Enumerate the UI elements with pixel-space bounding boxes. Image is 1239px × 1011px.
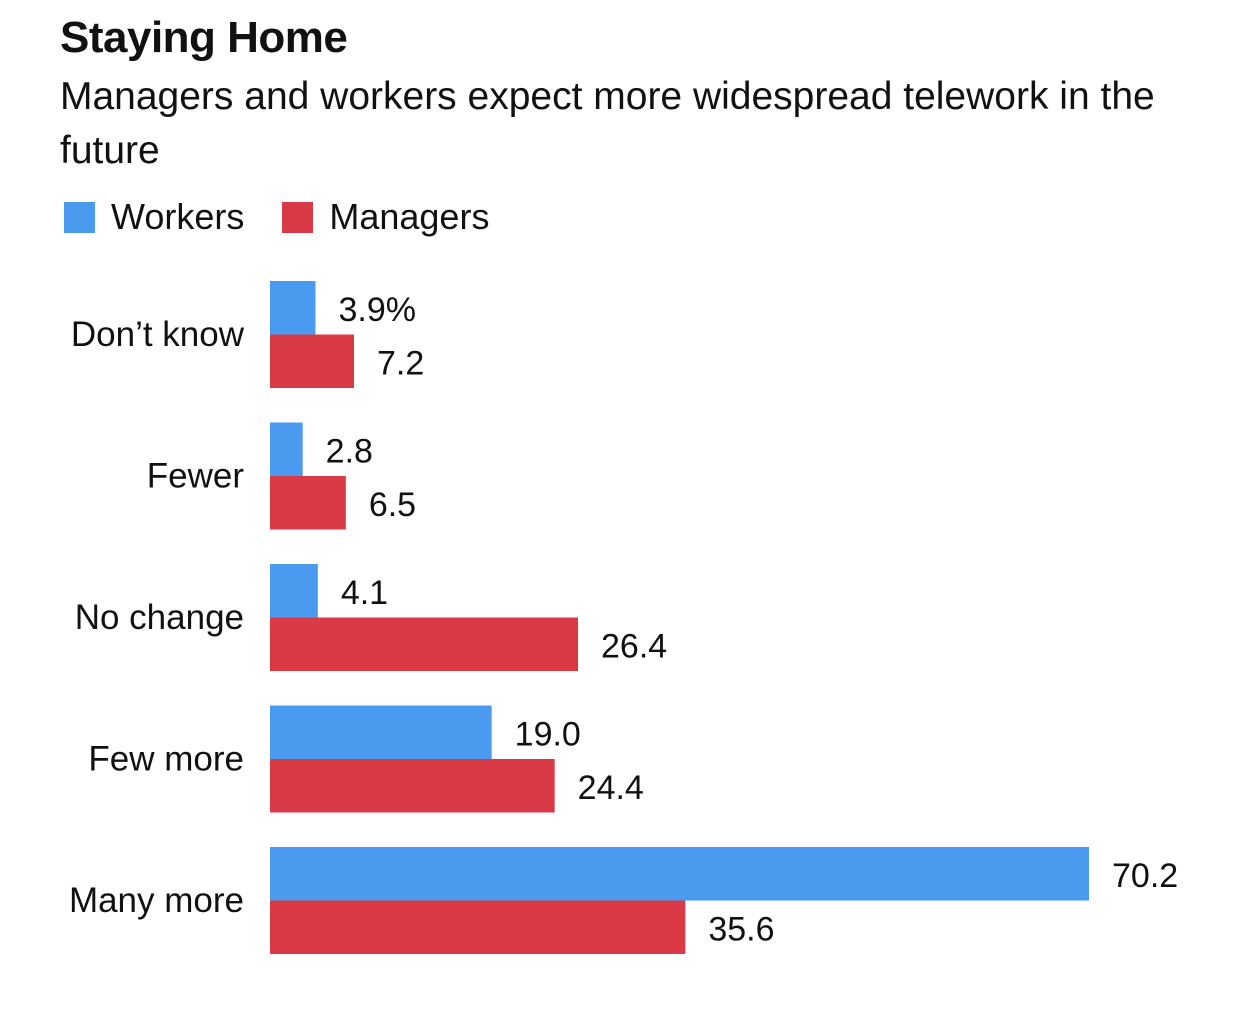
value-label-managers-no-change: 26.4 bbox=[601, 627, 667, 665]
category-label-no-change: No change bbox=[75, 598, 244, 637]
bar-managers-fewer bbox=[270, 476, 346, 530]
bar-workers-fewer bbox=[270, 422, 303, 476]
bar-workers-few-more bbox=[270, 705, 492, 759]
bar-workers-many-more bbox=[270, 847, 1089, 901]
value-label-workers-many-more: 70.2 bbox=[1112, 857, 1178, 895]
bar-workers-don-t-know bbox=[270, 281, 316, 335]
legend-item-workers: Workers bbox=[64, 196, 244, 238]
legend-label-workers: Workers bbox=[111, 196, 245, 237]
value-label-workers-few-more: 19.0 bbox=[515, 715, 581, 753]
legend: Workers Managers bbox=[64, 196, 527, 238]
bar-workers-no-change bbox=[270, 564, 318, 618]
category-label-don-t-know: Don’t know bbox=[71, 315, 245, 354]
value-label-workers-fewer: 2.8 bbox=[326, 432, 373, 470]
chart-subtitle: Managers and workers expect more widespr… bbox=[60, 75, 1155, 172]
value-label-managers-few-more: 24.4 bbox=[578, 769, 644, 807]
value-label-managers-fewer: 6.5 bbox=[369, 486, 416, 524]
category-label-few-more: Few more bbox=[88, 740, 244, 779]
bar-managers-many-more bbox=[270, 900, 686, 954]
bar-managers-few-more bbox=[270, 759, 555, 813]
legend-item-managers: Managers bbox=[282, 196, 489, 238]
value-label-managers-many-more: 35.6 bbox=[708, 910, 774, 948]
bar-managers-don-t-know bbox=[270, 334, 354, 388]
legend-swatch-managers bbox=[282, 201, 314, 233]
category-label-fewer: Fewer bbox=[147, 457, 245, 496]
bar-managers-no-change bbox=[270, 617, 578, 671]
value-label-workers-no-change: 4.1 bbox=[341, 574, 388, 612]
category-label-many-more: Many more bbox=[69, 881, 244, 920]
value-label-managers-don-t-know: 7.2 bbox=[377, 344, 424, 382]
legend-label-managers: Managers bbox=[329, 196, 490, 237]
value-label-workers-don-t-know: 3.9% bbox=[339, 291, 417, 329]
chart-title: Staying Home bbox=[60, 13, 348, 62]
legend-swatch-workers bbox=[64, 201, 95, 233]
